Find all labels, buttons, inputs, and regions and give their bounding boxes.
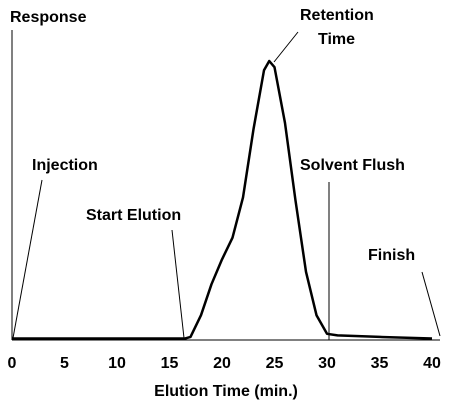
leader-line <box>12 179 43 339</box>
annotation: Finish <box>368 247 415 264</box>
x-tick-label: 10 <box>108 355 126 372</box>
x-tick-label: 25 <box>266 355 284 372</box>
annotation: Injection <box>32 157 98 174</box>
x-tick-label: 20 <box>213 355 231 372</box>
annotation: Retention <box>300 7 374 24</box>
leader-line <box>273 31 299 63</box>
annotation: Solvent Flush <box>300 157 405 174</box>
leader-line <box>171 229 185 339</box>
x-tick-label: 0 <box>8 355 17 372</box>
x-tick-label: 30 <box>318 355 336 372</box>
x-tick-label: 15 <box>161 355 179 372</box>
x-tick-label: 35 <box>371 355 389 372</box>
x-tick-label: 5 <box>60 355 69 372</box>
x-tick-label: 40 <box>423 355 441 372</box>
annotation: Start Elution <box>86 207 181 224</box>
line <box>12 59 433 340</box>
leader-line <box>421 271 441 337</box>
y-axis-label: Response <box>10 9 87 26</box>
x-axis-label: Elution Time (min.) <box>154 383 298 400</box>
annotation: Time <box>318 31 355 48</box>
